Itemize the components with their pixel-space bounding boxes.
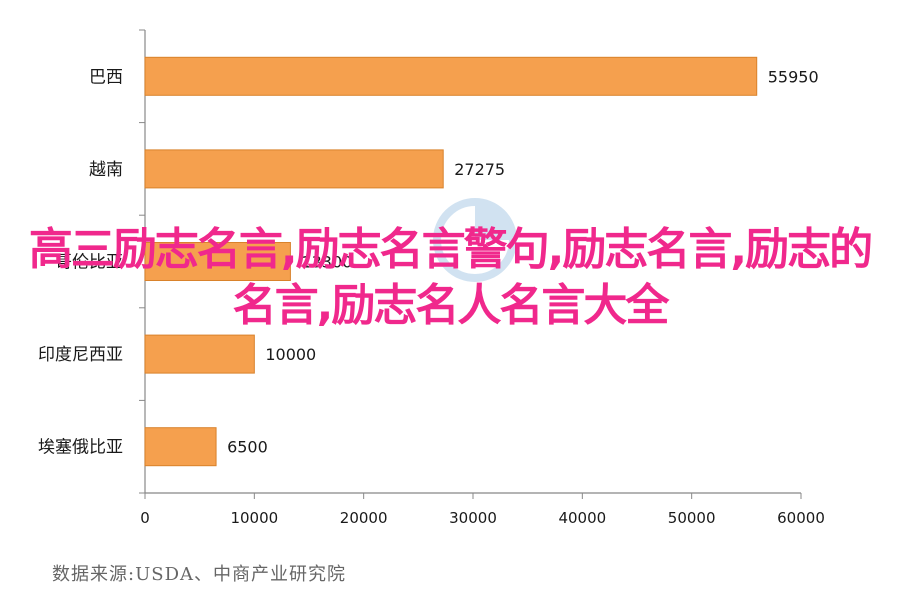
- bar: [144, 334, 255, 374]
- category-label: 印度尼西亚: [38, 345, 123, 365]
- category-label: 越南: [89, 160, 123, 180]
- value-label: 10000: [265, 345, 316, 364]
- x-tick-label: 20000: [340, 509, 388, 527]
- x-tick-label: 50000: [668, 509, 716, 527]
- labels: 0 10000 20000 30000 40000 50000 60000 巴西 55950 越南…: [38, 67, 825, 527]
- bar: [144, 56, 758, 96]
- bars: [144, 56, 758, 467]
- x-tick-label: 30000: [449, 509, 497, 527]
- category-label: 巴西: [89, 67, 123, 87]
- source-note: 数据来源:USDA、中商产业研究院: [52, 564, 346, 585]
- value-label: 55950: [768, 67, 819, 86]
- value-label: 6500: [227, 438, 268, 457]
- overlay-title: 高三励志名言,励志名言警句,励志名言,励志的名言,励志名人名言大全: [28, 224, 873, 331]
- bar: [144, 427, 217, 467]
- bar: [144, 242, 291, 281]
- bar: [144, 149, 444, 189]
- x-tick-label: 60000: [777, 509, 825, 527]
- x-tick-label: 40000: [558, 509, 606, 527]
- x-tick-label: 10000: [230, 509, 278, 527]
- watermark-logo: [433, 198, 517, 282]
- category-label: 哥伦比亚: [55, 253, 123, 273]
- value-label: 27275: [454, 160, 505, 179]
- x-tick-label: 0: [140, 509, 150, 527]
- category-label: 埃塞俄比亚: [38, 438, 123, 458]
- value-label: 13300: [301, 253, 352, 272]
